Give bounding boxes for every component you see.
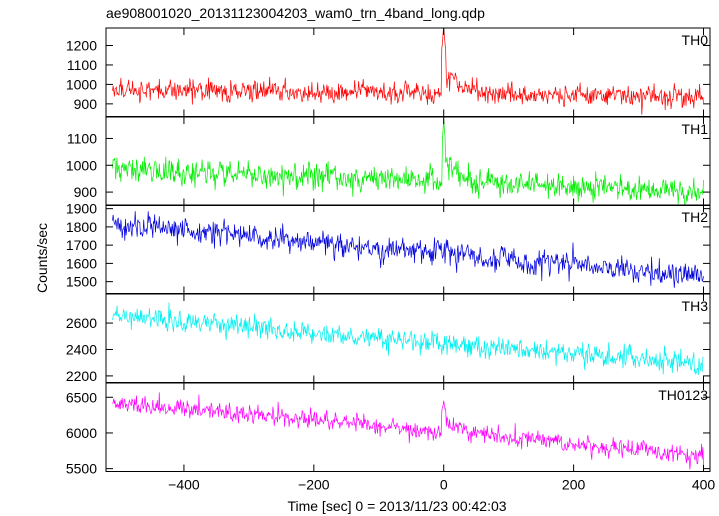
y-tick-label: 2200 [66, 368, 97, 384]
series-line-th1 [112, 118, 704, 206]
y-tick-label: 6500 [66, 389, 97, 405]
x-tick-label: 200 [562, 477, 586, 493]
y-tick-label: 1100 [67, 130, 97, 146]
panel-label: TH0 [682, 32, 709, 48]
y-tick-label: 1600 [66, 255, 97, 271]
panel-th0: 900 1000 1100 1200 TH0 [66, 27, 711, 117]
series-line-th3 [112, 302, 704, 376]
y-tick-label: 1000 [66, 157, 97, 173]
panels: 900 1000 1100 1200 TH0 900 1000 1100 TH1 1500 1600… [66, 27, 716, 493]
y-tick-label: 1800 [66, 219, 97, 235]
panel-th2: 1500 1600 1700 1800 1900 TH2 [66, 201, 711, 294]
y-tick-label: 1000 [66, 76, 97, 92]
panel-th0123: 5500 6000 6500 −400 −200 0 200 400 TH0123 [66, 382, 716, 493]
panel-th3: 2200 2400 2600 TH3 [66, 293, 711, 384]
x-tick-label: −200 [298, 477, 330, 493]
y-tick-label: 2400 [66, 341, 97, 357]
y-tick-label: 1900 [66, 201, 97, 217]
chart-title: ae908001020_20131123004203_wam0_trn_4ban… [106, 5, 485, 21]
y-tick-label: 2600 [66, 315, 97, 331]
panel-label: TH3 [682, 298, 709, 314]
y-tick-label: 6000 [66, 425, 97, 441]
panel-label: TH1 [682, 121, 709, 137]
panel-frame [105, 27, 711, 117]
y-tick-label: 1200 [66, 38, 97, 54]
x-tick-label: 0 [440, 477, 448, 493]
series-line-th0123 [112, 392, 704, 470]
y-tick-label: 1700 [66, 237, 97, 253]
y-tick-label: 1100 [67, 57, 97, 73]
y-tick-label: 900 [74, 96, 98, 112]
x-axis-title: Time [sec] 0 = 2013/11/23 00:42:03 [287, 498, 506, 514]
panel-label: TH0123 [658, 387, 708, 403]
y-tick-label: 900 [74, 184, 98, 200]
panel-frame [105, 293, 711, 383]
series-line-th0 [112, 28, 704, 115]
series-line-th2 [112, 211, 704, 288]
panel-label: TH2 [682, 209, 709, 225]
x-tick-label: −400 [168, 477, 200, 493]
x-tick-label: 400 [692, 477, 716, 493]
y-tick-label: 5500 [66, 461, 97, 477]
y-tick-label: 1500 [66, 274, 97, 290]
panel-frame [105, 382, 711, 472]
panel-th1: 900 1000 1100 TH1 [66, 116, 711, 206]
y-axis-title: Counts/sec [34, 223, 50, 293]
